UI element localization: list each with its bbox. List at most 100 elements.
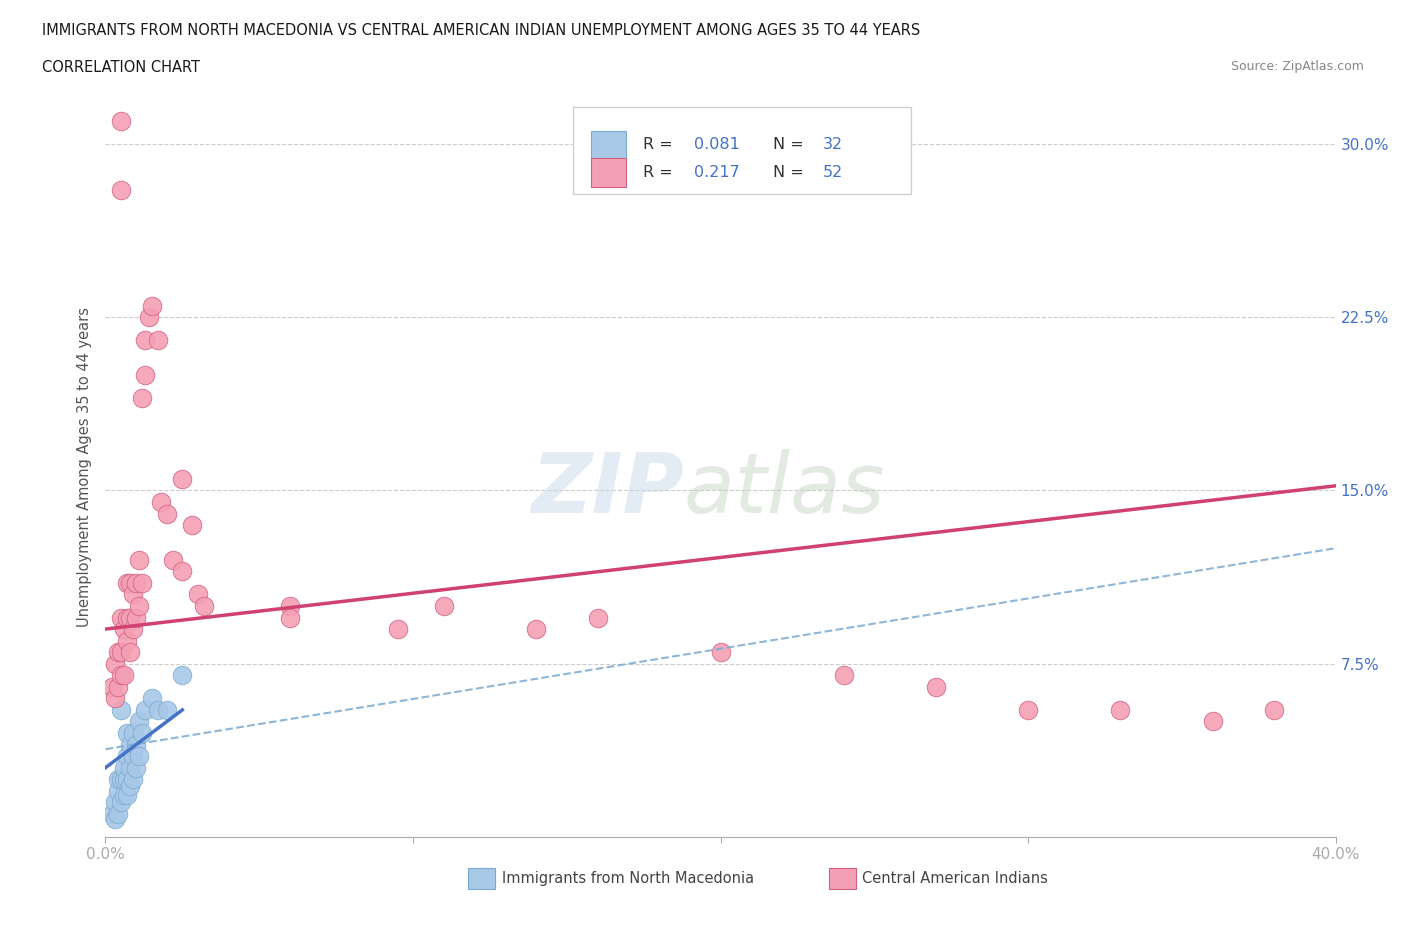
Bar — [468, 868, 495, 889]
Point — [120, 778, 141, 793]
Point — [112, 788, 135, 803]
Point — [180, 518, 202, 533]
Point — [172, 472, 194, 486]
Point — [110, 644, 132, 659]
Point — [120, 610, 141, 625]
Text: Source: ZipAtlas.com: Source: ZipAtlas.com — [1230, 60, 1364, 73]
Text: 52: 52 — [823, 165, 844, 180]
Text: atlas: atlas — [683, 449, 886, 530]
Point — [832, 668, 855, 683]
Text: 0.081: 0.081 — [693, 137, 740, 152]
Point — [104, 795, 127, 810]
Point — [387, 621, 409, 636]
Point — [128, 552, 150, 567]
Point — [120, 760, 141, 775]
Text: N =: N = — [773, 165, 810, 180]
Point — [115, 749, 138, 764]
Point — [1201, 714, 1223, 729]
Point — [104, 657, 127, 671]
Point — [187, 587, 209, 602]
Point — [925, 680, 948, 695]
Point — [115, 725, 138, 740]
Point — [125, 610, 148, 625]
Point — [278, 599, 301, 614]
Bar — [592, 158, 626, 187]
Text: R =: R = — [643, 165, 678, 180]
Point — [131, 576, 153, 591]
Point — [110, 182, 132, 197]
Point — [710, 644, 733, 659]
Point — [112, 772, 135, 787]
Text: IMMIGRANTS FROM NORTH MACEDONIA VS CENTRAL AMERICAN INDIAN UNEMPLOYMENT AMONG AG: IMMIGRANTS FROM NORTH MACEDONIA VS CENTR… — [42, 23, 921, 38]
Point — [1017, 702, 1039, 717]
Point — [120, 644, 141, 659]
Point — [115, 788, 138, 803]
Point — [172, 668, 194, 683]
Point — [122, 772, 145, 787]
Point — [172, 564, 194, 578]
Point — [156, 506, 179, 521]
Point — [110, 702, 132, 717]
Text: N =: N = — [773, 137, 810, 152]
Text: 32: 32 — [823, 137, 842, 152]
Point — [110, 610, 132, 625]
Point — [107, 680, 129, 695]
Point — [141, 299, 163, 313]
Point — [128, 749, 150, 764]
Point — [110, 668, 132, 683]
Point — [104, 691, 127, 706]
Text: ZIP: ZIP — [531, 449, 683, 530]
Point — [122, 587, 145, 602]
Point — [112, 668, 135, 683]
Point — [125, 576, 148, 591]
Point — [131, 391, 153, 405]
Point — [131, 725, 153, 740]
Point — [149, 495, 172, 510]
FancyBboxPatch shape — [574, 107, 911, 193]
Point — [120, 737, 141, 752]
Bar — [592, 130, 626, 159]
Point — [138, 310, 160, 325]
Point — [134, 333, 156, 348]
Point — [141, 691, 163, 706]
Point — [104, 811, 127, 826]
Point — [278, 610, 301, 625]
Point — [125, 737, 148, 752]
Point — [193, 599, 215, 614]
Point — [125, 760, 148, 775]
Point — [112, 621, 135, 636]
Point — [115, 633, 138, 648]
Point — [110, 795, 132, 810]
Point — [115, 576, 138, 591]
Point — [110, 113, 132, 128]
Text: R =: R = — [643, 137, 678, 152]
Point — [112, 760, 135, 775]
Text: 0.217: 0.217 — [693, 165, 740, 180]
Point — [100, 806, 122, 821]
Point — [110, 772, 132, 787]
Point — [524, 621, 547, 636]
Point — [122, 621, 145, 636]
Point — [1263, 702, 1285, 717]
Point — [107, 772, 129, 787]
Point — [115, 610, 138, 625]
Point — [433, 599, 456, 614]
Point — [122, 749, 145, 764]
Point — [122, 725, 145, 740]
Point — [100, 680, 122, 695]
Point — [162, 552, 184, 567]
Point — [146, 333, 169, 348]
Point — [1109, 702, 1132, 717]
Point — [156, 702, 179, 717]
Text: Immigrants from North Macedonia: Immigrants from North Macedonia — [502, 870, 754, 886]
Point — [120, 576, 141, 591]
Point — [107, 644, 129, 659]
Point — [128, 599, 150, 614]
Bar — [830, 868, 856, 889]
Point — [107, 806, 129, 821]
Point — [134, 367, 156, 382]
Point — [107, 783, 129, 798]
Y-axis label: Unemployment Among Ages 35 to 44 years: Unemployment Among Ages 35 to 44 years — [77, 307, 93, 628]
Point — [115, 772, 138, 787]
Point — [146, 702, 169, 717]
